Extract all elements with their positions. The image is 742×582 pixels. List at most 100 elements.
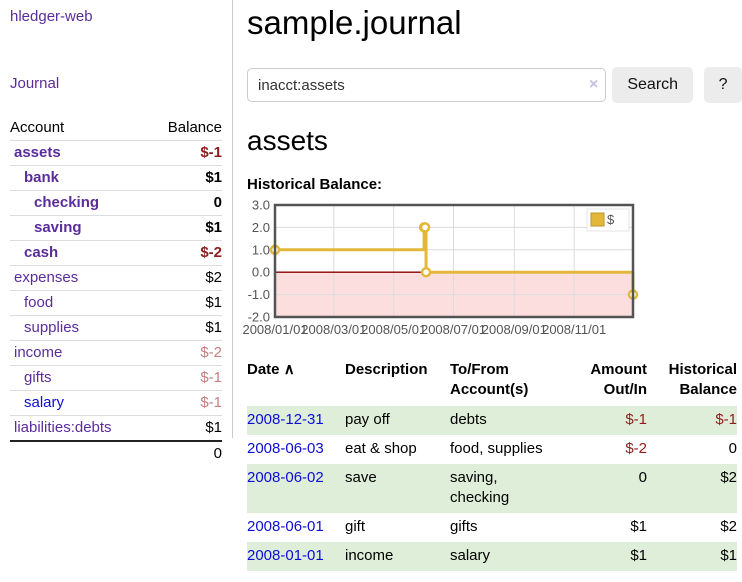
account-link[interactable]: expenses [10, 269, 205, 286]
transaction-date-link[interactable]: 2008-01-01 [247, 547, 324, 564]
col-header-description: Description [345, 357, 450, 406]
transaction-date-link[interactable]: 2008-06-03 [247, 440, 324, 457]
account-link[interactable]: cash [10, 244, 200, 261]
clear-search-icon[interactable]: × [589, 76, 598, 94]
account-row-salary[interactable]: salary $-1 [10, 390, 222, 415]
account-link[interactable]: food [10, 294, 205, 311]
account-row-food[interactable]: food $1 [10, 290, 222, 315]
svg-text:2008/11/01: 2008/11/01 [542, 322, 606, 337]
transaction-row: 2008-06-01 gift gifts $1 $2 [247, 513, 737, 542]
svg-text:$: $ [607, 212, 615, 227]
transaction-amount: $-2 [572, 435, 647, 464]
account-balance: $1 [205, 169, 222, 186]
account-balance: 0 [214, 194, 222, 211]
transaction-accounts: food, supplies [450, 435, 572, 464]
account-link[interactable]: liabilities:debts [10, 419, 205, 436]
transaction-balance: 0 [647, 435, 737, 464]
transaction-row: 2008-12-31 pay off debts $-1 $-1 [247, 406, 737, 435]
transactions-table: Date ∧ Description To/From Account(s) Am… [247, 357, 737, 571]
transaction-row: 2008-01-01 income salary $1 $1 [247, 542, 737, 571]
account-balance: $1 [205, 319, 222, 336]
svg-text:1.0: 1.0 [252, 242, 270, 257]
account-row-saving[interactable]: saving $1 [10, 215, 222, 240]
account-balance: $-2 [200, 344, 222, 361]
chart-canvas: $3.02.01.00.0-1.0-2.02008/01/012008/03/0… [246, 200, 646, 340]
transaction-balance: $-1 [647, 406, 737, 435]
svg-text:2008/07/01: 2008/07/01 [421, 322, 486, 337]
help-button[interactable]: ? [704, 67, 742, 103]
transaction-description: gift [345, 513, 450, 542]
account-row-expenses[interactable]: expenses $2 [10, 265, 222, 290]
svg-text:3.0: 3.0 [252, 198, 270, 213]
transaction-amount: $1 [572, 542, 647, 571]
transaction-description: save [345, 464, 450, 513]
accounts-header-balance: Balance [168, 119, 222, 136]
col-header-accounts: To/From Account(s) [450, 357, 572, 406]
transaction-balance: $2 [647, 464, 737, 513]
transaction-date-link[interactable]: 2008-06-01 [247, 518, 324, 535]
search-input[interactable] [247, 68, 606, 102]
account-link[interactable]: income [10, 344, 200, 361]
transaction-accounts: saving, checking [450, 464, 572, 513]
transaction-balance: $2 [647, 513, 737, 542]
account-heading: assets [247, 125, 742, 157]
transaction-amount: $-1 [572, 406, 647, 435]
account-link[interactable]: gifts [10, 369, 200, 386]
sidebar-item-journal[interactable]: Journal [10, 75, 222, 92]
account-balance: $1 [205, 294, 222, 311]
transaction-accounts: salary [450, 542, 572, 571]
svg-text:2.0: 2.0 [252, 220, 270, 235]
account-balance: $-1 [200, 369, 222, 386]
accounts-header-account: Account [10, 119, 64, 136]
accounts-total-value: 0 [214, 445, 222, 462]
account-link[interactable]: saving [10, 219, 205, 236]
transaction-amount: 0 [572, 464, 647, 513]
account-link[interactable]: bank [10, 169, 205, 186]
search-form: × Search ? [247, 67, 742, 103]
historical-balance-chart: $3.02.01.00.0-1.0-2.02008/01/012008/03/0… [246, 200, 646, 340]
account-balance: $-1 [200, 394, 222, 411]
account-row-assets[interactable]: assets $-1 [10, 140, 222, 165]
transaction-accounts: debts [450, 406, 572, 435]
account-balance: $2 [205, 269, 222, 286]
account-row-income[interactable]: income $-2 [10, 340, 222, 365]
svg-text:2008/05/01: 2008/05/01 [361, 322, 426, 337]
transaction-description: eat & shop [345, 435, 450, 464]
svg-text:0.0: 0.0 [252, 265, 270, 280]
app-brand-link[interactable]: hledger-web [10, 8, 222, 25]
transaction-description: income [345, 542, 450, 571]
sort-ascending-icon: ∧ [284, 361, 295, 378]
account-row-bank[interactable]: bank $1 [10, 165, 222, 190]
transaction-amount: $1 [572, 513, 647, 542]
chart-title: Historical Balance: [247, 176, 742, 193]
account-link[interactable]: assets [10, 144, 200, 161]
transaction-balance: $1 [647, 542, 737, 571]
transaction-description: pay off [345, 406, 450, 435]
accounts-total-row: 0 [10, 440, 222, 466]
svg-text:-1.0: -1.0 [248, 287, 270, 302]
account-row-liabilities-debts[interactable]: liabilities:debts $1 [10, 415, 222, 440]
transaction-date-link[interactable]: 2008-06-02 [247, 469, 324, 486]
account-balance: $1 [205, 219, 222, 236]
svg-text:2008/03/01: 2008/03/01 [301, 322, 366, 337]
transaction-accounts: gifts [450, 513, 572, 542]
account-row-checking[interactable]: checking 0 [10, 190, 222, 215]
col-header-date[interactable]: Date ∧ [247, 357, 345, 406]
accounts-table-header: Account Balance [10, 116, 222, 140]
account-balance: $1 [205, 419, 222, 436]
sidebar: hledger-web Journal Account Balance asse… [0, 0, 233, 438]
account-row-cash[interactable]: cash $-2 [10, 240, 222, 265]
account-link[interactable]: supplies [10, 319, 205, 336]
account-link[interactable]: checking [10, 194, 214, 211]
account-balance: $-2 [200, 244, 222, 261]
transaction-row: 2008-06-02 save saving, checking 0 $2 [247, 464, 737, 513]
search-button[interactable]: Search [612, 67, 693, 103]
page-title: sample.journal [247, 4, 742, 42]
main-content: sample.journal × Search ? assets Histori… [247, 0, 742, 571]
account-row-gifts[interactable]: gifts $-1 [10, 365, 222, 390]
accounts-table: Account Balance assets $-1 bank $1 check… [10, 116, 222, 466]
account-link[interactable]: salary [10, 394, 200, 411]
transaction-date-link[interactable]: 2008-12-31 [247, 411, 324, 428]
account-row-supplies[interactable]: supplies $1 [10, 315, 222, 340]
svg-text:2008/01/01: 2008/01/01 [242, 322, 307, 337]
